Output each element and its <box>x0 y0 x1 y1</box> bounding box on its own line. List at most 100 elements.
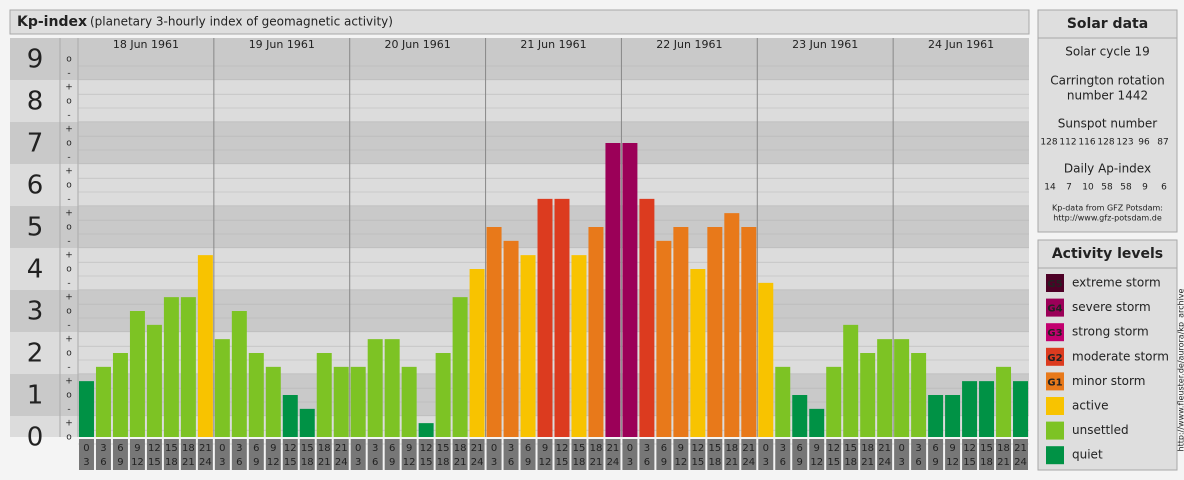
bar <box>945 395 961 437</box>
hour-label: 3 <box>355 457 361 468</box>
hour-box <box>571 439 587 470</box>
hour-label: 6 <box>236 457 242 468</box>
hour-label: 21 <box>199 443 212 454</box>
hour-box <box>486 439 502 470</box>
hour-label: 18 <box>318 443 331 454</box>
bar <box>928 395 944 437</box>
ap-value: 9 <box>1142 183 1148 193</box>
band <box>10 164 1029 206</box>
hour-label: 9 <box>661 457 667 468</box>
bar <box>707 227 723 437</box>
hour-label: 18 <box>861 443 874 454</box>
hour-box <box>894 439 910 470</box>
legend-label: extreme storm <box>1072 276 1161 290</box>
bar <box>282 395 298 437</box>
hour-box <box>350 439 366 470</box>
legend-code: G1 <box>1047 377 1062 388</box>
hour-label: 24 <box>1014 457 1027 468</box>
bar <box>129 311 145 437</box>
hour-label: 15 <box>437 443 450 454</box>
hour-label: 21 <box>454 457 467 468</box>
bar <box>333 366 349 437</box>
minor-tick-label: o <box>66 433 72 443</box>
hour-label: 3 <box>627 457 633 468</box>
hour-label: 3 <box>644 443 650 454</box>
band <box>10 332 1029 374</box>
day-label: 18 Jun 1961 <box>113 38 179 51</box>
bar <box>79 381 94 437</box>
minor-tick-label: + <box>65 377 73 387</box>
chart-subtitle: (planetary 3-hourly index of geomagnetic… <box>90 15 393 29</box>
hour-label: 15 <box>708 443 721 454</box>
bar <box>622 143 638 437</box>
sunspot-value: 128 <box>1040 138 1057 148</box>
band <box>10 206 1029 248</box>
hour-label: 12 <box>148 443 161 454</box>
hour-label: 3 <box>763 457 769 468</box>
y-tick-label: 8 <box>27 87 44 117</box>
y-tick-label: 5 <box>27 213 44 243</box>
hour-label: 18 <box>997 443 1010 454</box>
hour-label: 6 <box>932 443 938 454</box>
hour-box <box>248 439 264 470</box>
bar <box>146 324 162 437</box>
sunspot-value: 128 <box>1097 138 1114 148</box>
hour-label: 3 <box>83 457 89 468</box>
hour-box <box>741 439 757 470</box>
ap-value: 58 <box>1101 183 1113 193</box>
hour-label: 15 <box>980 443 993 454</box>
minor-tick-label: + <box>65 83 73 93</box>
minor-tick-label: - <box>67 278 70 288</box>
bar <box>877 339 893 437</box>
bar <box>996 366 1012 437</box>
legend-label: minor storm <box>1072 374 1145 388</box>
hour-label: 18 <box>573 457 586 468</box>
legend-swatch <box>1046 323 1064 342</box>
hour-box <box>79 439 94 470</box>
bar <box>775 366 791 437</box>
legend-label: quiet <box>1072 448 1103 462</box>
hour-label: 24 <box>199 457 212 468</box>
bar <box>962 381 978 437</box>
hour-label: 9 <box>134 443 140 454</box>
minor-tick-label: - <box>67 194 70 204</box>
hour-box <box>724 439 740 470</box>
bar <box>163 297 179 437</box>
hour-label: 12 <box>539 457 552 468</box>
hour-label: 6 <box>915 457 921 468</box>
hour-label: 9 <box>525 457 531 468</box>
bar <box>588 227 604 437</box>
day-label: 20 Jun 1961 <box>385 38 451 51</box>
hour-label: 6 <box>525 443 531 454</box>
hour-label: 6 <box>253 443 259 454</box>
minor-tick-label: o <box>66 307 72 317</box>
ap-value: 7 <box>1066 183 1072 193</box>
band <box>10 290 1029 332</box>
hour-box <box>775 439 791 470</box>
hour-box <box>605 439 621 470</box>
hour-label: 9 <box>270 443 276 454</box>
hour-label: 12 <box>420 443 433 454</box>
hour-box <box>622 439 638 470</box>
source: Kp-data from GFZ Potsdam: <box>1052 204 1163 213</box>
hour-box <box>792 439 808 470</box>
bar <box>384 339 400 437</box>
hour-box <box>639 439 655 470</box>
minor-tick-label: + <box>65 251 73 261</box>
minor-tick-label: + <box>65 209 73 219</box>
bar <box>639 198 655 437</box>
day-label: 24 Jun 1961 <box>928 38 994 51</box>
day-label: 23 Jun 1961 <box>792 38 858 51</box>
ap-value: 58 <box>1120 183 1132 193</box>
hour-label: 3 <box>898 457 904 468</box>
hour-label: 3 <box>100 443 106 454</box>
hour-label: 21 <box>725 457 738 468</box>
hour-label: 21 <box>861 457 874 468</box>
day-label: 21 Jun 1961 <box>520 38 586 51</box>
hour-label: 21 <box>997 457 1010 468</box>
y-tick-label: 4 <box>27 255 44 285</box>
legend-label: unsettled <box>1072 423 1129 437</box>
minor-tick-label: o <box>66 181 72 191</box>
day-label: 19 Jun 1961 <box>249 38 315 51</box>
